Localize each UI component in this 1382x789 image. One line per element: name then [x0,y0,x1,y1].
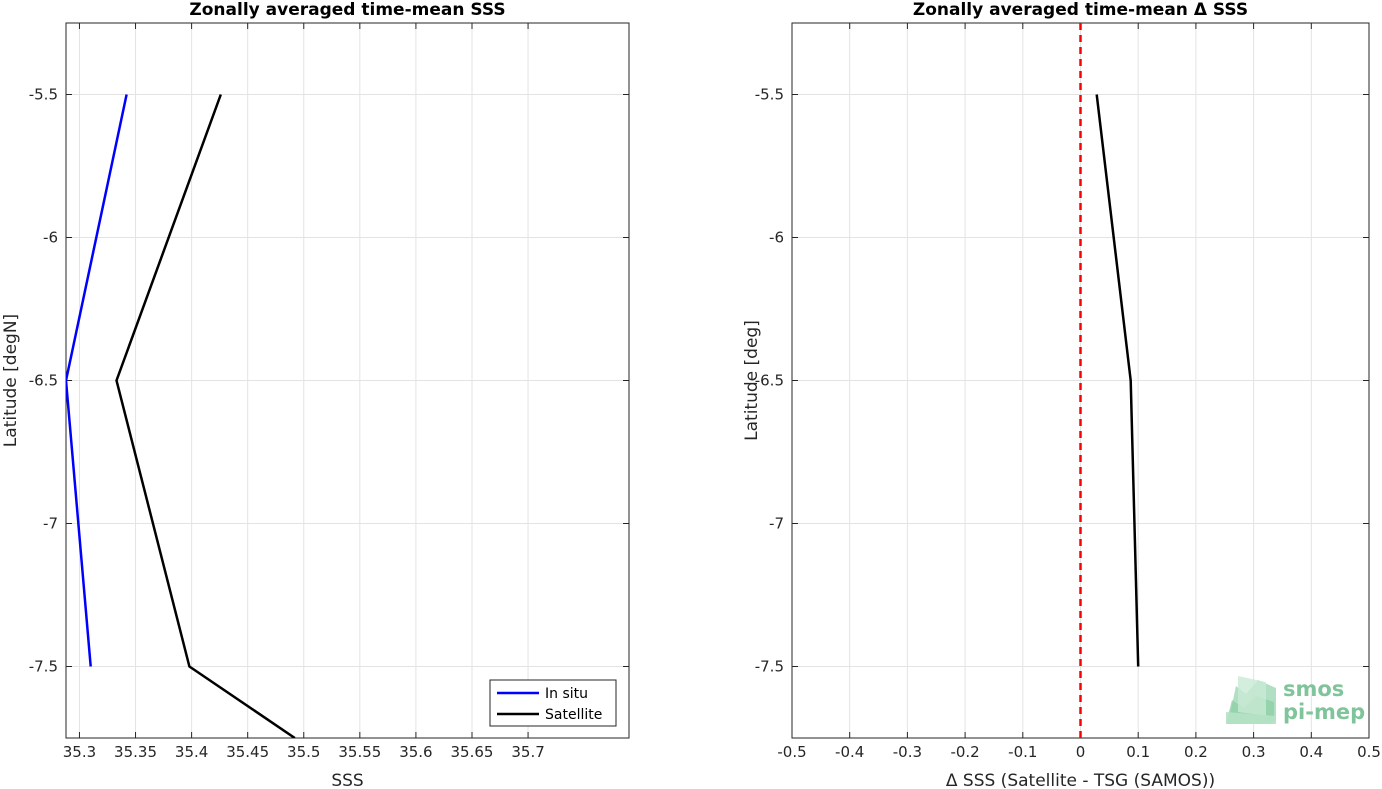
chart-title: Zonally averaged time-mean SSS [189,0,505,20]
x-tick-label: 0.5 [1357,743,1381,761]
x-tick-label: 35.7 [511,743,544,761]
y-tick-label: -7 [43,515,58,533]
x-tick-label: -0.3 [893,743,922,761]
series-line-in-situ [66,94,128,667]
x-tick-label: 0 [1076,743,1086,761]
y-tick-label: -7.5 [755,658,784,676]
series-line-delta-sss [1095,94,1140,667]
x-tick-label: 35.5 [287,743,320,761]
x-tick-label: 35.55 [338,743,381,761]
x-tick-label: -0.1 [1008,743,1037,761]
x-tick-label: 35.45 [226,743,269,761]
y-tick-label: -7 [769,515,784,533]
x-tick-label: 35.3 [63,743,96,761]
y-tick-label: -6.5 [29,372,58,390]
x-tick-label: -0.5 [777,743,806,761]
series-line-satellite [115,94,296,738]
legend: In situ Satellite [489,679,617,727]
x-axis-label: SSS [331,771,363,789]
x-axis-label: Δ SSS (Satellite - TSG (SAMOS)) [946,771,1215,789]
legend-box [489,679,617,727]
logo-graphic [1226,676,1276,724]
y-tick-label: -7.5 [29,658,58,676]
x-tick-label: 0.1 [1126,743,1150,761]
x-tick-label: 0.4 [1299,743,1323,761]
x-tick-label: -0.4 [835,743,864,761]
legend-entry: In situ [545,686,588,702]
x-tick-label: 35.35 [114,743,157,761]
logo-text-smos: smos [1283,677,1344,701]
y-tick-label: -6 [43,229,58,247]
x-tick-label: 35.6 [399,743,432,761]
y-tick-label: -6.5 [755,372,784,390]
x-tick-label: 0.3 [1242,743,1266,761]
logo-text-pi-mep: pi-mep [1283,700,1365,724]
y-axis-label: Latitude [degN] [1,314,21,447]
x-tick-label: 35.4 [175,743,208,761]
chart-title: Zonally averaged time-mean Δ SSS [913,0,1248,20]
right-panel-delta-sss: -0.5 -0.4 -0.3 -0.2 -0.1 0 0.1 0.2 0.3 0.4 0.5 -5.5… [742,0,1381,789]
x-tick-label: 35.65 [451,743,494,761]
x-tick-label: 0.2 [1184,743,1208,761]
y-tick-label: -5.5 [755,86,784,104]
x-tick-label: -0.2 [950,743,979,761]
left-panel-sss: 35.3 35.35 35.4 35.45 35.5 35.55 35.6 35.65 35.7… [1,0,630,789]
y-tick-label: -6 [769,229,784,247]
legend-entry: Satellite [545,707,602,723]
y-axis-label: Latitude [deg] [742,320,762,441]
y-tick-label: -5.5 [29,86,58,104]
smos-pi-mep-logo: smos pi-mep [1226,676,1365,724]
